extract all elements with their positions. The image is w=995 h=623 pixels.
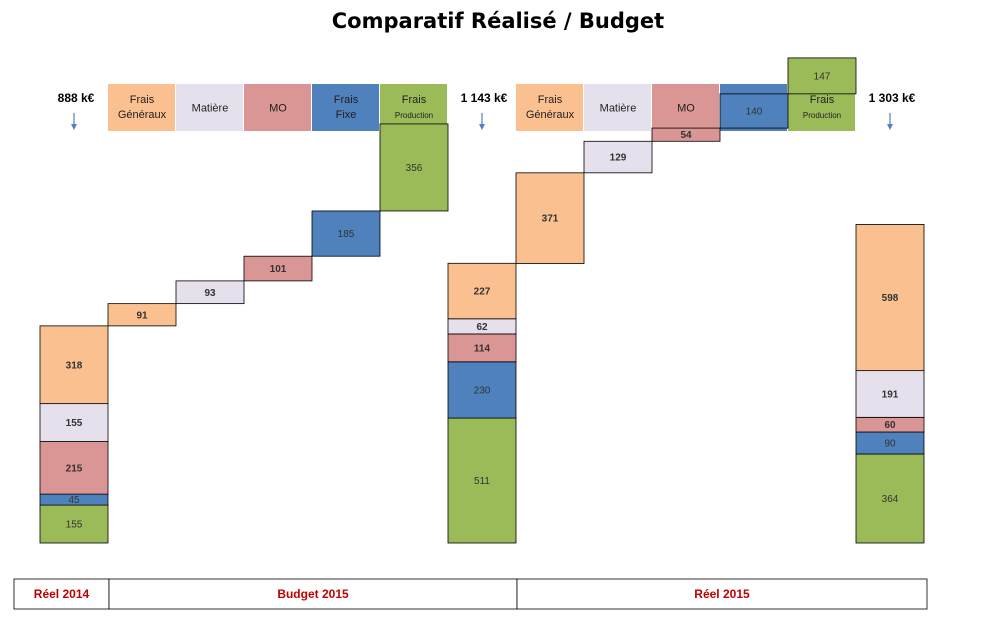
bar-frais-generaux-total-1 xyxy=(39,325,109,405)
legend-swatch-frais-generaux xyxy=(516,84,583,131)
legend-label: Généraux xyxy=(526,109,575,121)
legend-swatch-matiere xyxy=(584,84,651,131)
bar-frais-production-total-3 xyxy=(855,453,925,544)
legend-label: Généraux xyxy=(118,109,167,121)
bar-mo-delta-1 xyxy=(243,255,313,282)
total-label: 1 143 k€ xyxy=(461,91,508,105)
period-table: Réel 2014 Budget 2015 Réel 2015 xyxy=(13,578,928,610)
data-label: 155 xyxy=(66,520,83,531)
data-label: 93 xyxy=(204,288,216,299)
bar-frais-fixe-delta-2 xyxy=(719,93,789,129)
data-label: 101 xyxy=(270,264,287,275)
data-label: 129 xyxy=(610,153,627,164)
chart-title: Comparatif Réalisé / Budget xyxy=(332,9,664,33)
data-label: 62 xyxy=(476,322,488,333)
data-label: 227 xyxy=(474,287,491,298)
bar-mo-total-1 xyxy=(39,441,109,495)
data-label: 371 xyxy=(542,214,559,225)
period-cell xyxy=(108,578,518,610)
data-label: 598 xyxy=(882,293,899,304)
data-label: 60 xyxy=(884,420,896,431)
bar-frais-production-total-1 xyxy=(39,504,109,544)
data-label: 185 xyxy=(338,229,355,240)
legend-label: Frais xyxy=(334,94,359,106)
legend-label: Matière xyxy=(600,103,637,115)
data-label: 364 xyxy=(882,494,899,505)
bar-frais-production-delta-2 xyxy=(787,57,857,95)
data-label: 147 xyxy=(814,71,831,82)
legend-label: Frais xyxy=(538,94,563,106)
bar-frais-fixe-total-2 xyxy=(447,361,517,419)
bar-frais-generaux-delta-1 xyxy=(107,303,177,327)
legend-swatch-mo xyxy=(652,84,719,131)
legend-label: MO xyxy=(269,103,287,115)
legend-label: Production xyxy=(395,111,433,120)
legend-swatch-frais-generaux xyxy=(108,84,175,131)
data-label: 140 xyxy=(746,106,763,117)
period-cell xyxy=(516,578,928,610)
legend-swatch-mo xyxy=(244,84,311,131)
legend: Frais Généraux Matière MO Frais Fixe Frais Prod… xyxy=(108,84,855,131)
data-label: 356 xyxy=(406,163,423,174)
arrow-head-icon xyxy=(479,124,485,130)
data-label: 54 xyxy=(680,130,692,141)
bar-matiere-total-1 xyxy=(39,403,109,442)
legend-label: Frais xyxy=(810,94,835,106)
bar-matiere-delta-1 xyxy=(175,280,245,305)
legend-swatch-matiere xyxy=(176,84,243,131)
legend-label: Frais xyxy=(402,94,427,106)
total-label: 888 k€ xyxy=(58,91,95,105)
bar-mo-total-2 xyxy=(447,333,517,363)
bar-frais-generaux-delta-2 xyxy=(515,172,585,264)
data-label: 318 xyxy=(66,360,83,371)
legend-label: MO xyxy=(677,103,695,115)
data-label: 90 xyxy=(884,438,896,449)
bar-frais-production-total-2 xyxy=(447,417,517,544)
arrow-head-icon xyxy=(887,124,893,130)
period-label: Réel 2015 xyxy=(694,587,750,601)
bar-frais-generaux-total-3 xyxy=(855,224,925,372)
data-label: 191 xyxy=(882,389,899,400)
bar-frais-generaux-total-2 xyxy=(447,262,517,320)
data-label: 230 xyxy=(474,385,491,396)
bar-mo-delta-2 xyxy=(651,127,721,142)
data-label: 511 xyxy=(474,476,490,487)
legend-label: Frais xyxy=(130,94,155,106)
legend-label: Matière xyxy=(192,103,229,115)
period-label: Réel 2014 xyxy=(34,587,90,601)
arrow-head-icon xyxy=(71,124,77,130)
data-label: 45 xyxy=(68,495,80,506)
bar-frais-fixe-delta-1 xyxy=(311,210,381,257)
data-label: 91 xyxy=(136,310,148,321)
legend-swatch-frais-fixe xyxy=(312,84,379,131)
data-label: 215 xyxy=(66,463,83,474)
total-label: 1 303 k€ xyxy=(869,91,916,105)
legend-label: Production xyxy=(803,111,841,120)
legend-swatch-frais-production xyxy=(380,84,447,131)
data-label: 114 xyxy=(474,343,491,354)
total-labels: 888 k€ 1 143 k€ 1 303 k€ xyxy=(58,91,916,130)
bars: 155 45 215 155 318 511 230 114 62 227 364 90 60 191 59… xyxy=(39,57,925,544)
legend-label: Fixe xyxy=(336,109,357,121)
bar-matiere-total-3 xyxy=(855,370,925,418)
data-label: 155 xyxy=(66,418,83,429)
period-cell xyxy=(13,578,110,610)
bar-matiere-delta-2 xyxy=(583,140,653,174)
bar-frais-production-delta-1 xyxy=(379,123,449,212)
period-label: Budget 2015 xyxy=(277,587,349,601)
